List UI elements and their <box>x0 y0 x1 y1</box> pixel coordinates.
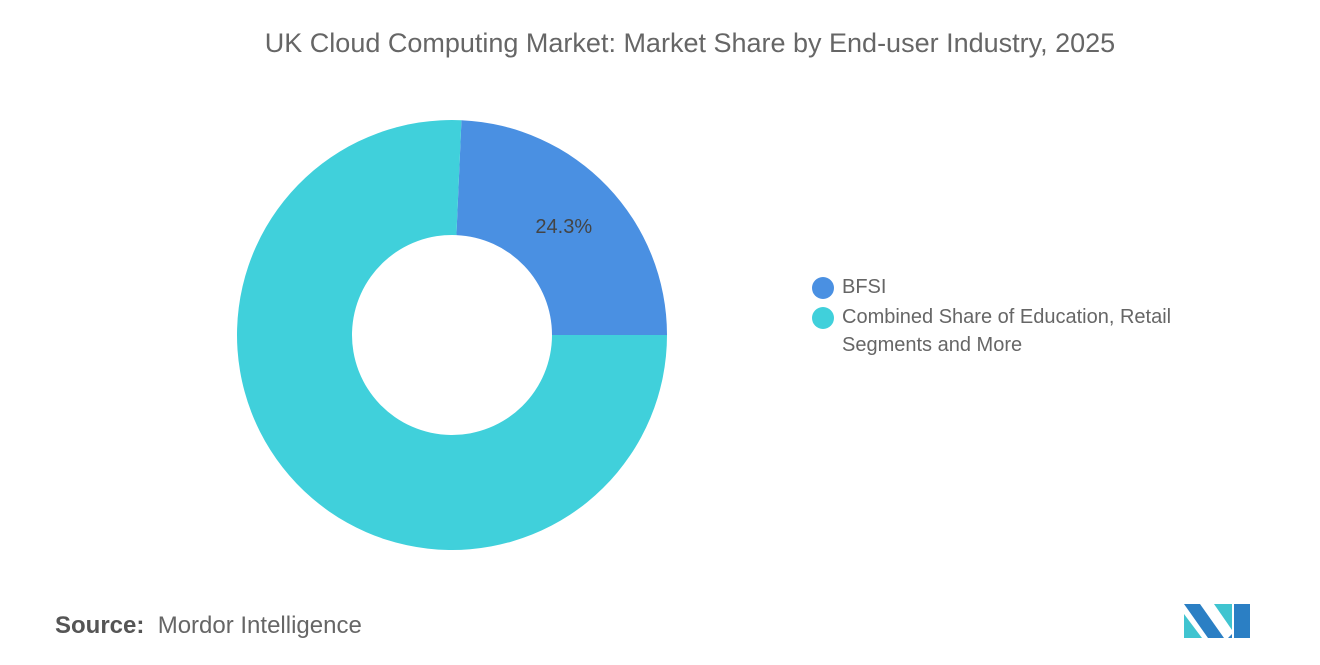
chart-title: UK Cloud Computing Market: Market Share … <box>264 28 1116 58</box>
mordor-logo <box>1184 604 1250 638</box>
source-value: Mordor Intelligence <box>157 612 362 639</box>
source-note: Source: Mordor Intelligence <box>55 612 362 640</box>
source-label: Source: <box>55 612 145 639</box>
slice-1 <box>236 120 668 550</box>
data-label-0: 24.3% <box>535 216 592 238</box>
legend-label: BFSI <box>842 276 887 298</box>
slice-0 <box>456 120 667 335</box>
legend-item-combined: Combined Share of Education, Retail Segm… <box>812 303 1242 359</box>
legend-swatch <box>812 307 834 329</box>
legend-item-bfsi: BFSI <box>812 273 1242 301</box>
legend-swatch <box>812 277 834 299</box>
legend-label: Combined Share of Education, Retail Segm… <box>842 306 1172 356</box>
